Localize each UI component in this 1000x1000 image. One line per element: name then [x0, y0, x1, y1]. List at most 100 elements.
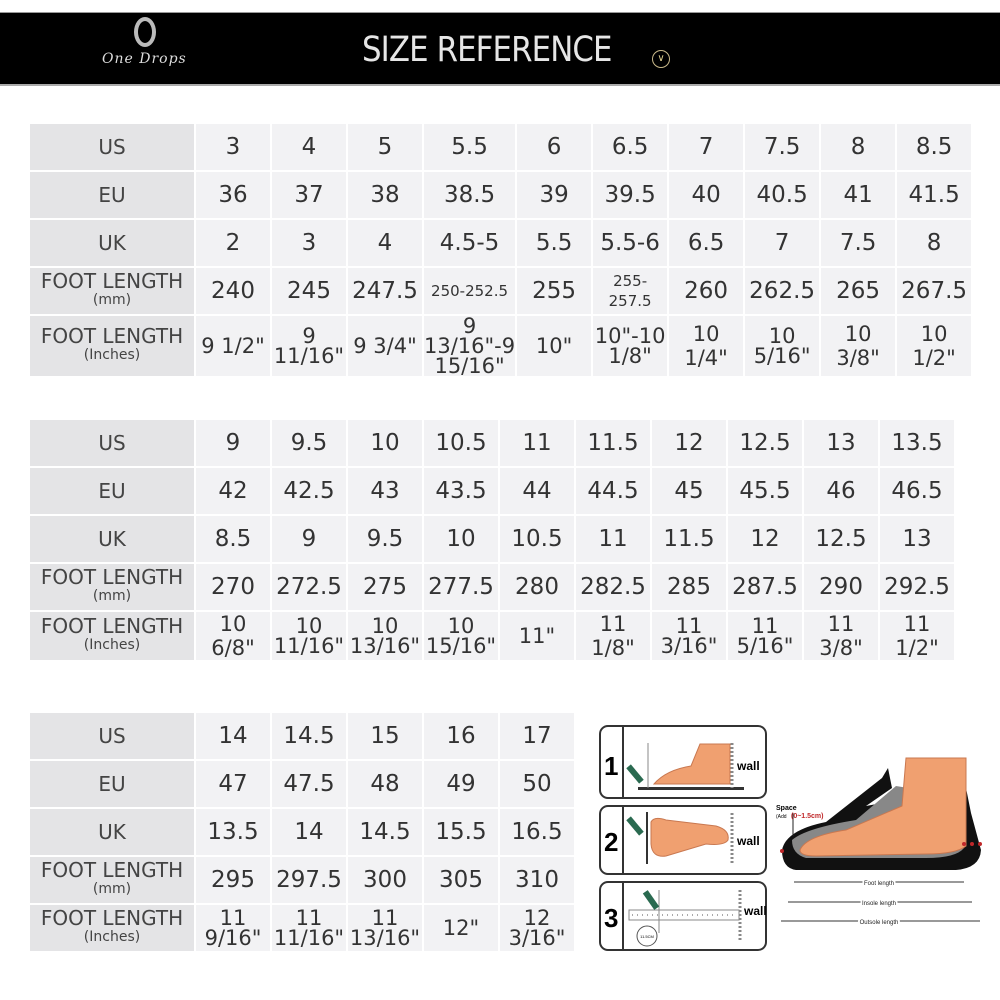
row-label-mm: FOOT LENGTH (mm): [28, 855, 196, 905]
size-cell-mm: 292.5: [878, 562, 956, 612]
size-cell-uk: 7: [743, 218, 822, 268]
size-table-3: US 14 14.5 15 16 17 EU 47 47.5 48 49 50 UK 13.5 14 14.5…: [28, 711, 576, 953]
size-cell-eu: 37: [270, 170, 348, 220]
row-label-unit: (mm): [92, 881, 132, 897]
row-label-main: US: [98, 134, 126, 159]
size-cell-eu: 42.5: [270, 466, 348, 516]
size-cell-inches: 11 13/16": [346, 903, 424, 953]
step-number: 1: [604, 751, 618, 781]
size-cell-us: 13.5: [878, 418, 956, 468]
size-cell-eu: 44.5: [574, 466, 652, 516]
row-label-main: FOOT LENGTH: [40, 906, 184, 930]
insole-length-label: Insole length: [862, 901, 896, 907]
size-cell-inches: 10"-10 1/8": [591, 314, 670, 378]
size-cell-mm: 250-252.5: [421, 266, 518, 316]
row-label-main: EU: [98, 478, 126, 503]
size-cell-inches: 11 5/16": [726, 610, 804, 662]
size-cell-inches: 11 9/16": [194, 903, 272, 953]
size-cell-mm: 300: [346, 855, 424, 905]
size-cell-us: 7: [667, 122, 746, 172]
size-cell-eu: 43: [346, 466, 424, 516]
size-cell-inches: 9 11/16": [270, 314, 348, 378]
row-label-eu: EU: [28, 170, 196, 220]
row-mm: FOOT LENGTH (mm) 295 297.5 300 305 310: [28, 855, 576, 905]
size-cell-inches: 11 11/16": [270, 903, 348, 953]
size-cell-mm: 270: [194, 562, 272, 612]
row-label-eu: EU: [28, 759, 196, 809]
size-cell-uk: 13.5: [194, 807, 272, 857]
size-cell-mm: 240: [194, 266, 272, 316]
row-label-unit: (mm): [92, 588, 132, 604]
row-uk: UK 8.5 9 9.5 10 10.5 11 11.5 12 12.5 13: [28, 514, 956, 564]
size-cell-eu: 40.5: [743, 170, 822, 220]
size-cell-eu: 41: [819, 170, 898, 220]
size-cell-mm: 255: [515, 266, 594, 316]
size-cell-eu: 47.5: [270, 759, 348, 809]
size-cell-us: 8.5: [895, 122, 974, 172]
size-cell-inches: 10 1/2": [895, 314, 974, 378]
row-eu: EU 42 42.5 43 43.5 44 44.5 45 45.5 46 46.5: [28, 466, 956, 516]
size-cell-uk: 9.5: [346, 514, 424, 564]
size-cell-us: 8: [819, 122, 898, 172]
size-cell-us: 10: [346, 418, 424, 468]
size-cell-us: 16: [422, 711, 500, 761]
size-cell-mm: 297.5: [270, 855, 348, 905]
size-cell-uk: 10.5: [498, 514, 576, 564]
size-cell-eu: 50: [498, 759, 576, 809]
size-cell-inches: 10": [515, 314, 594, 378]
size-cell-mm: 272.5: [270, 562, 348, 612]
wall-label: wall: [743, 904, 767, 918]
size-cell-us: 12: [650, 418, 728, 468]
size-cell-inches: 10 11/16": [270, 610, 348, 662]
size-cell-uk: 4: [346, 218, 424, 268]
brand-logo: One Drops: [98, 17, 218, 79]
row-label-main: UK: [98, 230, 126, 255]
space-add-prefix: (Add: [776, 814, 787, 820]
row-label-main: US: [98, 430, 126, 455]
row-label-main: FOOT LENGTH: [40, 565, 184, 589]
row-label-main: UK: [98, 819, 126, 844]
size-cell-uk: 13: [878, 514, 956, 564]
page-title: SIZE REFERENCE: [362, 30, 612, 70]
row-inches: FOOT LENGTH (Inches) 11 9/16" 11 11/16" 11 1…: [28, 903, 576, 953]
size-cell-inches: 11": [498, 610, 576, 662]
row-label-main: US: [98, 723, 126, 748]
size-cell-uk: 11.5: [650, 514, 728, 564]
row-label-uk: UK: [28, 807, 196, 857]
size-cell-inches: 10 3/8": [819, 314, 898, 378]
size-cell-us: 3: [194, 122, 272, 172]
size-cell-inches: 11 3/8": [802, 610, 880, 662]
size-cell-mm: 262.5: [743, 266, 822, 316]
size-cell-us: 6.5: [591, 122, 670, 172]
size-cell-inches: 11 1/8": [574, 610, 652, 662]
row-us: US 14 14.5 15 16 17: [28, 711, 576, 761]
size-cell-us: 14.5: [270, 711, 348, 761]
wall-label: wall: [736, 759, 760, 773]
size-cell-inches: 10 13/16": [346, 610, 424, 662]
row-label-unit: (Inches): [83, 637, 141, 653]
size-cell-uk: 16.5: [498, 807, 576, 857]
row-label-main: FOOT LENGTH: [40, 858, 184, 882]
size-cell-us: 12.5: [726, 418, 804, 468]
size-cell-eu: 41.5: [895, 170, 974, 220]
row-label-eu: EU: [28, 466, 196, 516]
step-3-panel: 3 11.5CM wall: [599, 881, 767, 951]
row-label-inches: FOOT LENGTH (Inches): [28, 610, 196, 662]
step-2-panel: 2 wall: [599, 805, 767, 875]
row-label-main: FOOT LENGTH: [40, 269, 184, 293]
size-cell-us: 10.5: [422, 418, 500, 468]
shoe-diagram: Space (Add (0~1.5cm) Foot length Insole …: [776, 757, 982, 928]
row-label-main: FOOT LENGTH: [40, 324, 184, 348]
size-cell-inches: 10 5/16": [743, 314, 822, 378]
size-cell-us: 6: [515, 122, 594, 172]
row-label-main: EU: [98, 771, 126, 796]
row-label-uk: UK: [28, 218, 196, 268]
size-cell-mm: 260: [667, 266, 746, 316]
size-cell-eu: 47: [194, 759, 272, 809]
pencil-icon: [626, 816, 644, 836]
size-cell-inches: 11 3/16": [650, 610, 728, 662]
size-cell-inches: 9 13/16"-9 15/16": [421, 314, 518, 378]
step-number: 2: [604, 827, 618, 857]
row-label-mm: FOOT LENGTH (mm): [28, 562, 196, 612]
step-1-panel: 1 wall: [599, 725, 767, 799]
